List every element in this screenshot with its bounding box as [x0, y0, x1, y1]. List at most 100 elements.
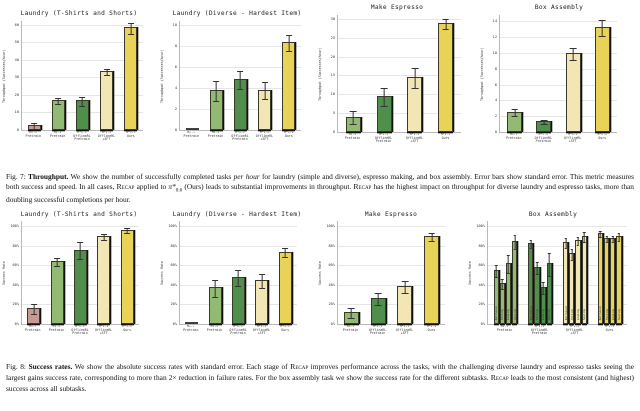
- chart-title: Laundry (T-Shirts and Shorts): [20, 10, 138, 17]
- bar-slot: [73, 221, 87, 325]
- y-tick-label: 0: [174, 128, 177, 132]
- y-axis-label: Throughput (Successes/hour): [318, 47, 322, 101]
- bar-slot: [185, 221, 199, 325]
- y-tick-label: 2: [494, 114, 497, 119]
- bar: [536, 119, 552, 132]
- x-tick-label: π₀.₆ Pretrain: [342, 324, 359, 332]
- error-bar-cap: [235, 270, 242, 271]
- bar-slot: [278, 221, 292, 325]
- x-axis-labels: π₀.₆ Pretrain π*₀.₆ OfflineRL Pretrain π*₀…: [487, 324, 627, 336]
- y-tick-label: 0%: [480, 322, 485, 327]
- bar: [565, 48, 581, 132]
- bar-slot: [594, 15, 610, 132]
- bars-container: [22, 221, 139, 325]
- y-axis-label: Throughput (Successes/hour): [160, 49, 164, 103]
- x-tick-label: π*₀.₆ Ours: [126, 130, 136, 138]
- gridline: [488, 265, 627, 267]
- figure-7-title: Throughput.: [28, 172, 69, 181]
- error-bar: [571, 248, 573, 261]
- error-bar: [404, 280, 406, 293]
- chart-title: Make Espresso: [370, 4, 424, 11]
- x-tick-label: π*₀.₆ OfflineRL Pretrain: [71, 324, 89, 336]
- error-bar-cap: [54, 266, 60, 267]
- error-bar-cap: [428, 240, 435, 242]
- cap8-p1: We show the absolute success rates with …: [72, 362, 291, 372]
- y-axis-label: Throughput (Successes/hour): [2, 49, 6, 103]
- gridline: [22, 42, 143, 44]
- x-tick-label: π*₀.₆ OfflineRL +SFT: [94, 324, 113, 336]
- error-bar-cap: [576, 244, 580, 246]
- error-bar-cap: [570, 248, 574, 250]
- gridline: [180, 265, 297, 267]
- figure-7-caption: Fig. 7: Throughput. We show the number o…: [0, 172, 640, 205]
- plot-area: [337, 221, 445, 326]
- error-bar-cap: [411, 88, 419, 89]
- subtask-label: Sealing: [582, 308, 587, 321]
- bar: [258, 82, 272, 130]
- gridline: [338, 225, 445, 227]
- error-bar: [606, 235, 607, 242]
- error-bar-cap: [30, 313, 37, 315]
- error-bar-cap: [569, 48, 577, 50]
- subtask-label: Loading: [541, 308, 546, 321]
- error-bar: [565, 237, 566, 248]
- error-bar-cap: [103, 75, 110, 76]
- x-tick-label: π₀.₆ Pretrain: [496, 324, 513, 332]
- y-axis-ticks: 0 2 4 6 8 10: [166, 21, 179, 132]
- y-tick-label: 100%: [168, 223, 177, 228]
- gridline: [500, 21, 617, 23]
- error-bar-cap: [529, 247, 533, 249]
- subtask-label: Retrieval: [494, 305, 499, 321]
- bar: [185, 322, 199, 325]
- bar: [185, 128, 199, 130]
- gridline: [338, 94, 461, 96]
- subtask-label: Sealing: [512, 308, 517, 321]
- error-bar-cap: [541, 281, 545, 283]
- gridline: [488, 245, 627, 247]
- chart-f8-laundry-tshirts: Laundry (T-Shirts and Shorts) Success Ra…: [0, 209, 158, 336]
- error-bar: [414, 68, 416, 89]
- gridline: [180, 46, 301, 48]
- error-bar-cap: [535, 262, 539, 263]
- figure-7: Laundry (T-Shirts and Shorts) Throughput…: [0, 0, 640, 166]
- error-bar: [215, 80, 217, 101]
- x-axis-labels: π₀.₆ Pretrain π*₀.₆ OfflineRL Pretrain π*₀…: [337, 324, 445, 336]
- error-bar: [549, 252, 550, 277]
- error-bar-cap: [494, 265, 498, 266]
- y-tick-label: 6: [174, 65, 177, 70]
- error-bar: [577, 236, 579, 245]
- bar-slot: [185, 21, 199, 130]
- bar: Folding: [534, 262, 540, 325]
- error-bar-cap: [428, 232, 435, 234]
- y-tick-label: 100%: [10, 223, 19, 228]
- x-tick-label: π₀.₆ Pretrain: [206, 324, 223, 332]
- x-tick-label: π*₀.₆ OfflineRL +SFT: [97, 130, 116, 142]
- error-bar-cap: [599, 36, 606, 37]
- subtask-label: Folding: [604, 308, 609, 321]
- error-bar: [351, 308, 352, 319]
- subtask-label: Retrieval: [598, 305, 603, 321]
- bar-slot: [209, 21, 223, 130]
- error-bar: [377, 292, 379, 306]
- cap-p5: has the highest impact on throughput for…: [6, 182, 634, 204]
- x-axis-labels: π₀.₆ Pretrain π*₀.₆ OfflineRL Pretrain π*₀…: [499, 132, 617, 144]
- error-bar-cap: [54, 258, 60, 260]
- y-tick-label: 40%: [328, 282, 336, 287]
- figure-8-label: Fig. 8:: [6, 362, 26, 372]
- bar-group-inner: Retrieval Folding Loading Sealing: [528, 221, 552, 325]
- x-tick-label: π₀.₅ Pretrain: [25, 324, 41, 332]
- error-bar: [57, 97, 59, 105]
- error-bar-cap: [611, 241, 614, 243]
- gridline: [500, 68, 617, 70]
- error-bar-cap: [617, 240, 621, 242]
- chart-title: Make Espresso: [364, 211, 418, 219]
- bar-slot: [255, 221, 269, 325]
- bar: Loading: [540, 281, 546, 325]
- cap-sc1: Recap: [116, 182, 135, 192]
- error-bar-cap: [212, 296, 218, 298]
- bar: [100, 68, 114, 130]
- y-tick-label: 30: [14, 75, 19, 80]
- y-tick-label: 0: [332, 130, 335, 134]
- error-bar-cap: [442, 19, 449, 20]
- bar: Loading: [575, 236, 581, 325]
